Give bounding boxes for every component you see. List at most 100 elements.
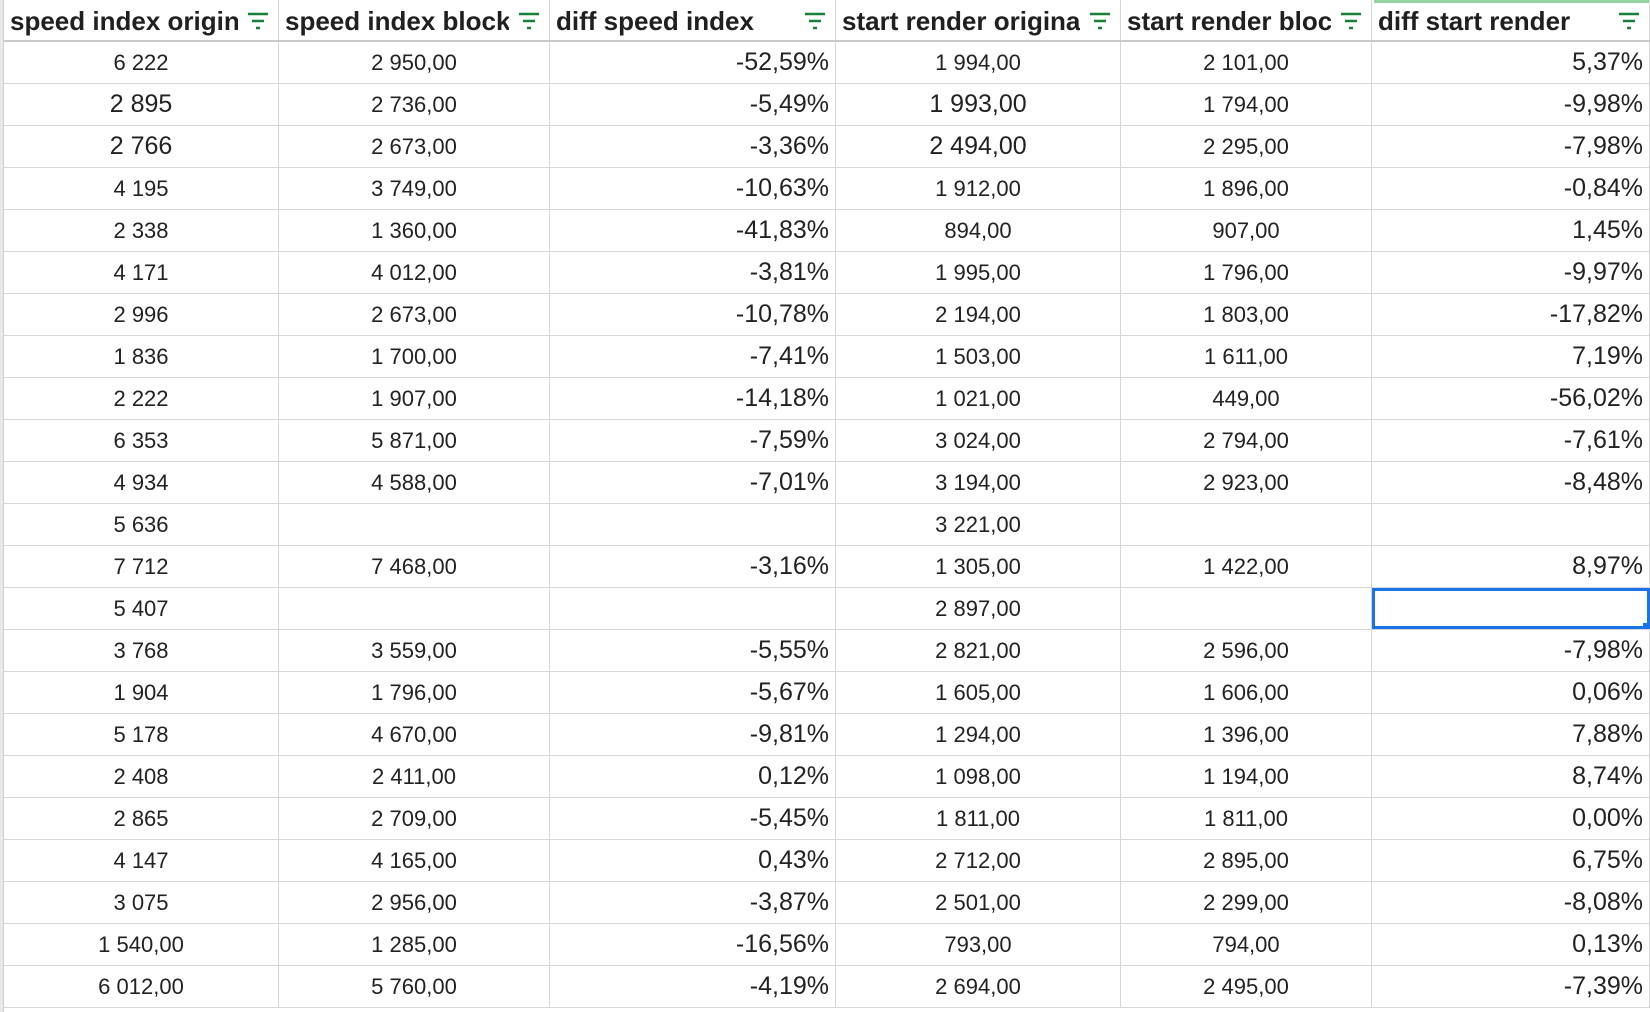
start-render-blocked-cell[interactable]: 2 495,00: [1121, 966, 1372, 1007]
start-render-original-cell[interactable]: 2 501,00: [836, 882, 1121, 923]
speed-index-blocked-cell[interactable]: 2 950,00: [279, 42, 550, 83]
start-render-blocked-cell[interactable]: 2 101,00: [1121, 42, 1372, 83]
diff-start-render-cell[interactable]: [1372, 504, 1650, 545]
diff-speed-index-cell[interactable]: -14,18%: [550, 378, 836, 419]
speed-index-original-cell[interactable]: 3 075: [4, 882, 279, 923]
speed-index-blocked-cell[interactable]: 3 559,00: [279, 630, 550, 671]
start-render-blocked-cell[interactable]: 2 299,00: [1121, 882, 1372, 923]
speed-index-original-cell[interactable]: 2 338: [4, 210, 279, 251]
start-render-original-cell[interactable]: 1 912,00: [836, 168, 1121, 209]
start-render-original-cell[interactable]: 1 021,00: [836, 378, 1121, 419]
column-header-speed-index-blocked[interactable]: speed index blocked: [279, 0, 550, 40]
start-render-original-cell[interactable]: 793,00: [836, 924, 1121, 965]
start-render-blocked-cell[interactable]: 449,00: [1121, 378, 1372, 419]
start-render-blocked-cell[interactable]: [1121, 504, 1372, 545]
start-render-original-cell[interactable]: 894,00: [836, 210, 1121, 251]
start-render-original-cell[interactable]: 2 712,00: [836, 840, 1121, 881]
speed-index-blocked-cell[interactable]: 1 360,00: [279, 210, 550, 251]
start-render-blocked-cell[interactable]: 1 811,00: [1121, 798, 1372, 839]
start-render-original-cell[interactable]: 1 811,00: [836, 798, 1121, 839]
speed-index-original-cell[interactable]: 1 540,00: [4, 924, 279, 965]
column-header-start-render-original[interactable]: start render original: [836, 0, 1121, 40]
diff-start-render-cell[interactable]: 0,00%: [1372, 798, 1650, 839]
diff-speed-index-cell[interactable]: -5,49%: [550, 84, 836, 125]
filter-icon[interactable]: [1617, 11, 1641, 31]
speed-index-blocked-cell[interactable]: 5 760,00: [279, 966, 550, 1007]
diff-start-render-cell[interactable]: -7,98%: [1372, 630, 1650, 671]
start-render-original-cell[interactable]: 1 605,00: [836, 672, 1121, 713]
fill-handle[interactable]: [1643, 623, 1649, 629]
diff-speed-index-cell[interactable]: -7,01%: [550, 462, 836, 503]
speed-index-original-cell[interactable]: 4 195: [4, 168, 279, 209]
diff-start-render-cell[interactable]: 0,06%: [1372, 672, 1650, 713]
filter-icon[interactable]: [1339, 11, 1363, 31]
filter-icon[interactable]: [517, 11, 541, 31]
diff-speed-index-cell[interactable]: -3,16%: [550, 546, 836, 587]
start-render-original-cell[interactable]: 1 294,00: [836, 714, 1121, 755]
diff-speed-index-cell[interactable]: -3,87%: [550, 882, 836, 923]
start-render-original-cell[interactable]: 1 503,00: [836, 336, 1121, 377]
diff-start-render-cell[interactable]: -17,82%: [1372, 294, 1650, 335]
diff-speed-index-cell[interactable]: -7,41%: [550, 336, 836, 377]
start-render-blocked-cell[interactable]: [1121, 588, 1372, 629]
speed-index-original-cell[interactable]: 2 222: [4, 378, 279, 419]
start-render-blocked-cell[interactable]: 1 896,00: [1121, 168, 1372, 209]
diff-speed-index-cell[interactable]: -4,19%: [550, 966, 836, 1007]
speed-index-blocked-cell[interactable]: 4 670,00: [279, 714, 550, 755]
speed-index-original-cell[interactable]: 1 836: [4, 336, 279, 377]
column-header-diff-speed-index[interactable]: diff speed index: [550, 0, 836, 40]
speed-index-original-cell[interactable]: 2 895: [4, 84, 279, 125]
start-render-original-cell[interactable]: 2 194,00: [836, 294, 1121, 335]
diff-start-render-cell[interactable]: -8,48%: [1372, 462, 1650, 503]
diff-speed-index-cell[interactable]: -5,67%: [550, 672, 836, 713]
diff-start-render-cell[interactable]: 0,13%: [1372, 924, 1650, 965]
speed-index-original-cell[interactable]: 2 865: [4, 798, 279, 839]
speed-index-blocked-cell[interactable]: 7 468,00: [279, 546, 550, 587]
start-render-blocked-cell[interactable]: 2 295,00: [1121, 126, 1372, 167]
start-render-original-cell[interactable]: 2 494,00: [836, 126, 1121, 167]
diff-start-render-cell[interactable]: 6,75%: [1372, 840, 1650, 881]
speed-index-blocked-cell[interactable]: 1 796,00: [279, 672, 550, 713]
speed-index-blocked-cell[interactable]: [279, 504, 550, 545]
speed-index-original-cell[interactable]: 6 012,00: [4, 966, 279, 1007]
diff-start-render-cell[interactable]: 8,74%: [1372, 756, 1650, 797]
start-render-blocked-cell[interactable]: 1 194,00: [1121, 756, 1372, 797]
diff-speed-index-cell[interactable]: -16,56%: [550, 924, 836, 965]
diff-start-render-cell[interactable]: -7,39%: [1372, 966, 1650, 1007]
diff-speed-index-cell[interactable]: -10,78%: [550, 294, 836, 335]
column-header-diff-start-render[interactable]: diff start render: [1372, 0, 1650, 40]
start-render-blocked-cell[interactable]: 2 923,00: [1121, 462, 1372, 503]
start-render-original-cell[interactable]: 1 993,00: [836, 84, 1121, 125]
speed-index-blocked-cell[interactable]: 1 907,00: [279, 378, 550, 419]
diff-start-render-cell[interactable]: 7,19%: [1372, 336, 1650, 377]
start-render-blocked-cell[interactable]: 1 803,00: [1121, 294, 1372, 335]
speed-index-blocked-cell[interactable]: 3 749,00: [279, 168, 550, 209]
speed-index-blocked-cell[interactable]: 1 700,00: [279, 336, 550, 377]
diff-speed-index-cell[interactable]: 0,12%: [550, 756, 836, 797]
diff-speed-index-cell[interactable]: -5,45%: [550, 798, 836, 839]
diff-start-render-cell[interactable]: 5,37%: [1372, 42, 1650, 83]
speed-index-original-cell[interactable]: 6 222: [4, 42, 279, 83]
start-render-blocked-cell[interactable]: 1 796,00: [1121, 252, 1372, 293]
diff-start-render-cell[interactable]: -9,98%: [1372, 84, 1650, 125]
speed-index-original-cell[interactable]: 2 766: [4, 126, 279, 167]
speed-index-blocked-cell[interactable]: 2 709,00: [279, 798, 550, 839]
start-render-blocked-cell[interactable]: 2 596,00: [1121, 630, 1372, 671]
column-header-start-render-blocked[interactable]: start render blocked: [1121, 0, 1372, 40]
speed-index-original-cell[interactable]: 3 768: [4, 630, 279, 671]
speed-index-original-cell[interactable]: 7 712: [4, 546, 279, 587]
speed-index-original-cell[interactable]: 2 996: [4, 294, 279, 335]
start-render-original-cell[interactable]: 3 221,00: [836, 504, 1121, 545]
speed-index-blocked-cell[interactable]: 4 165,00: [279, 840, 550, 881]
speed-index-original-cell[interactable]: 4 171: [4, 252, 279, 293]
diff-speed-index-cell[interactable]: [550, 504, 836, 545]
start-render-blocked-cell[interactable]: 794,00: [1121, 924, 1372, 965]
speed-index-blocked-cell[interactable]: 4 588,00: [279, 462, 550, 503]
diff-speed-index-cell[interactable]: -7,59%: [550, 420, 836, 461]
start-render-blocked-cell[interactable]: 2 895,00: [1121, 840, 1372, 881]
start-render-original-cell[interactable]: 1 098,00: [836, 756, 1121, 797]
start-render-blocked-cell[interactable]: 907,00: [1121, 210, 1372, 251]
start-render-blocked-cell[interactable]: 1 606,00: [1121, 672, 1372, 713]
start-render-original-cell[interactable]: 2 821,00: [836, 630, 1121, 671]
diff-start-render-cell[interactable]: 8,97%: [1372, 546, 1650, 587]
